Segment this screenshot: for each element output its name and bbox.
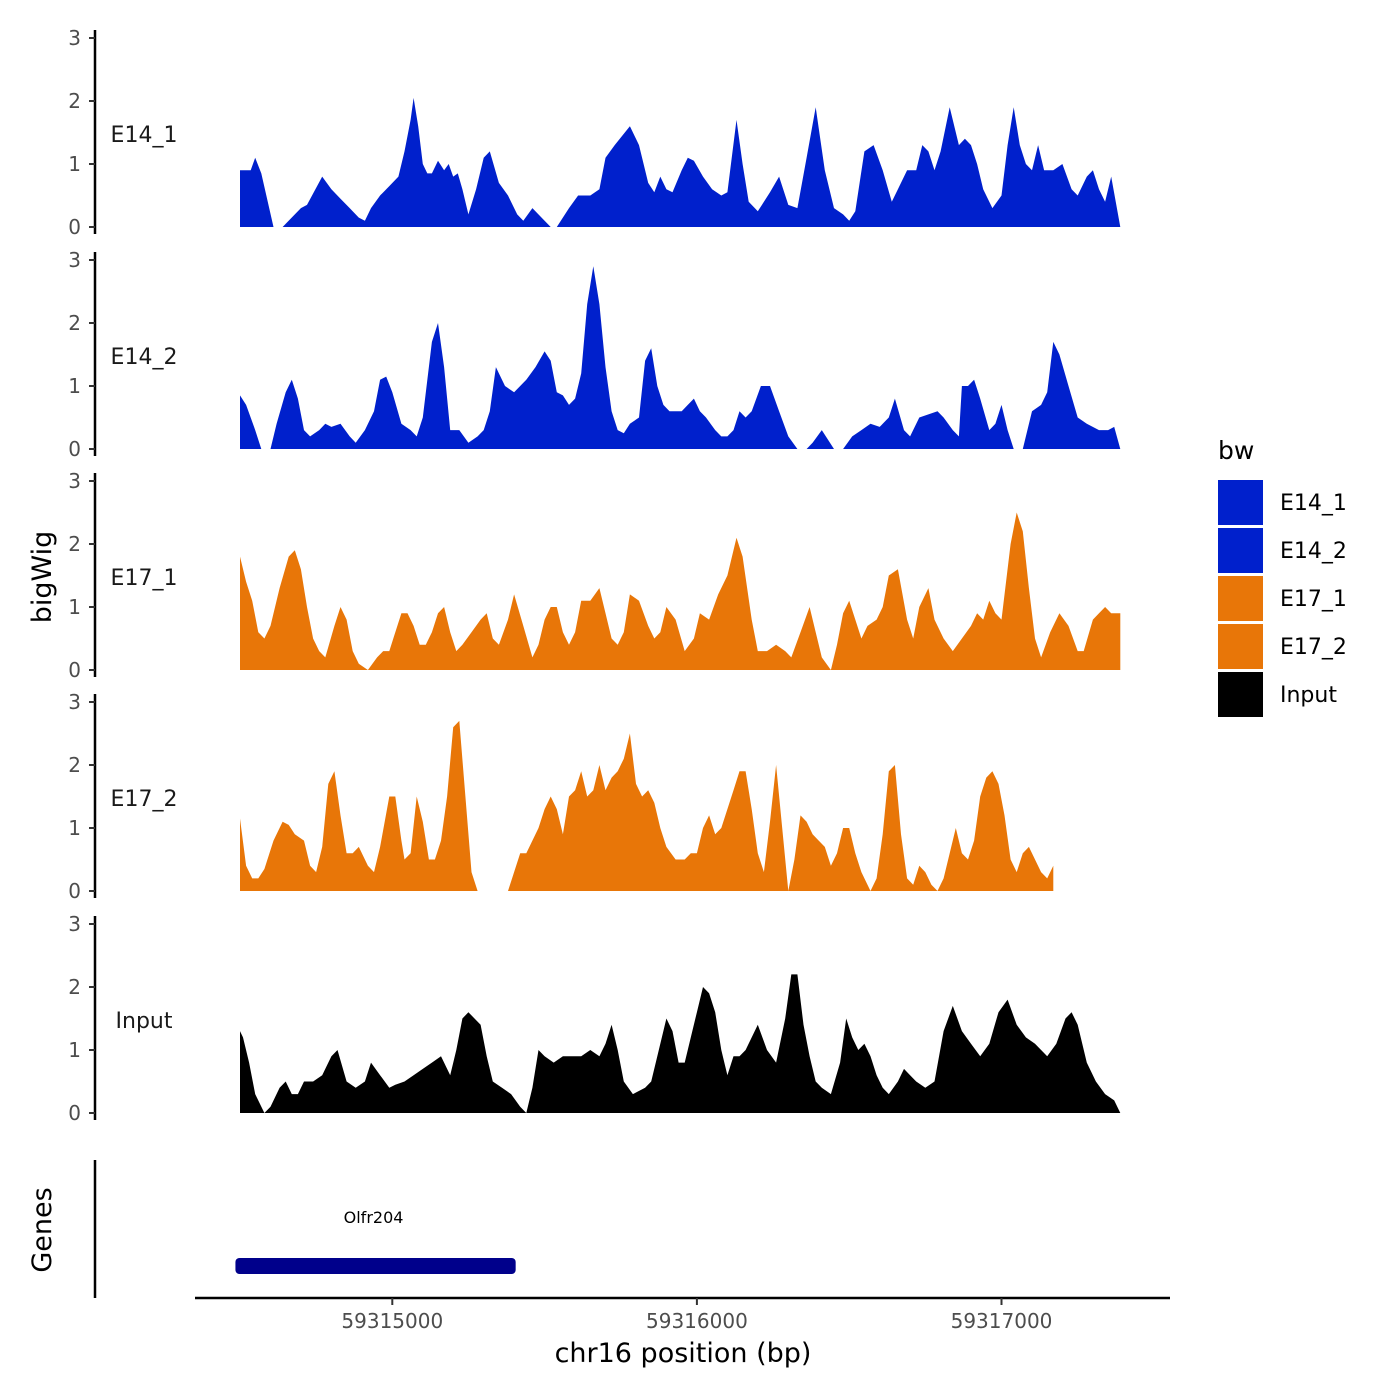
- coverage-area-input: [240, 974, 1121, 1113]
- y-tick-label: 0: [68, 437, 81, 461]
- x-axis: 59315000 59316000 59317000: [195, 1296, 1170, 1333]
- y-tick-label: 0: [68, 658, 81, 682]
- gene-track: Olfr204: [93, 1160, 516, 1298]
- y-tick-label: 3: [68, 248, 81, 272]
- track-label-input: Input: [116, 1009, 173, 1034]
- legend-label-e14-1: E14_1: [1280, 491, 1347, 516]
- legend-label-input: Input: [1280, 683, 1337, 708]
- y-axis-title: bigWig: [27, 531, 58, 624]
- track-label-e14-2: E14_2: [111, 345, 178, 370]
- y-tick-label: 3: [68, 912, 81, 936]
- track-e17-2: 0 1 2 3 E17_2: [68, 690, 1054, 903]
- track-label-e17-1: E17_1: [111, 566, 178, 591]
- x-tick-label: 59316000: [646, 1309, 748, 1333]
- legend-swatch-e17-2: [1218, 624, 1263, 669]
- legend-label-e17-1: E17_1: [1280, 587, 1347, 612]
- y-tick-label: 1: [68, 816, 81, 840]
- legend-title: bw: [1218, 436, 1254, 465]
- legend-label-e14-2: E14_2: [1280, 539, 1347, 564]
- legend: bw E14_1 E14_2 E17_1 E17_2 Input: [1218, 436, 1347, 717]
- y-tick-label: 3: [68, 690, 81, 714]
- x-axis-title: chr16 position (bp): [555, 1338, 812, 1369]
- legend-swatch-e14-2: [1218, 528, 1263, 573]
- coverage-tracks: 0 1 2 3 E14_1 0 1 2 3 E14_2 0 1 2 3 E17_1 0 1 2 3 E17_2 0 1 2 3…: [68, 26, 1121, 1125]
- x-tick-label: 59317000: [951, 1309, 1053, 1333]
- y-tick-label: 2: [68, 311, 81, 335]
- y-tick-label: 2: [68, 532, 81, 556]
- track-e14-1: 0 1 2 3 E14_1: [68, 26, 1121, 239]
- y-tick-label: 0: [68, 1101, 81, 1125]
- y-tick-label: 3: [68, 469, 81, 493]
- y-tick-label: 1: [68, 1038, 81, 1062]
- y-tick-label: 2: [68, 975, 81, 999]
- y-tick-label: 1: [68, 374, 81, 398]
- y-tick-label: 1: [68, 152, 81, 176]
- coverage-area-e17-2: [240, 720, 1054, 891]
- y-tick-label: 2: [68, 753, 81, 777]
- track-input: 0 1 2 3 Input: [68, 912, 1121, 1125]
- track-label-e14-1: E14_1: [111, 123, 178, 148]
- track-label-e17-2: E17_2: [111, 787, 178, 812]
- legend-label-e17-2: E17_2: [1280, 635, 1347, 660]
- coverage-area-e17-1: [240, 512, 1121, 670]
- track-e14-2: 0 1 2 3 E14_2: [68, 248, 1121, 461]
- genes-axis-title: Genes: [27, 1187, 58, 1272]
- y-tick-label: 1: [68, 595, 81, 619]
- gene-bar-olfr204: [235, 1258, 516, 1274]
- legend-swatch-e14-1: [1218, 480, 1263, 525]
- coverage-area-e14-2: [240, 266, 1121, 449]
- legend-swatch-e17-1: [1218, 576, 1263, 621]
- gene-label-olfr204: Olfr204: [344, 1208, 404, 1227]
- y-tick-label: 0: [68, 215, 81, 239]
- x-tick-label: 59315000: [341, 1309, 443, 1333]
- legend-swatch-input: [1218, 672, 1263, 717]
- y-tick-label: 0: [68, 879, 81, 903]
- y-tick-label: 2: [68, 89, 81, 113]
- y-tick-label: 3: [68, 26, 81, 50]
- track-e17-1: 0 1 2 3 E17_1: [68, 469, 1121, 682]
- coverage-area-e14-1: [240, 97, 1121, 228]
